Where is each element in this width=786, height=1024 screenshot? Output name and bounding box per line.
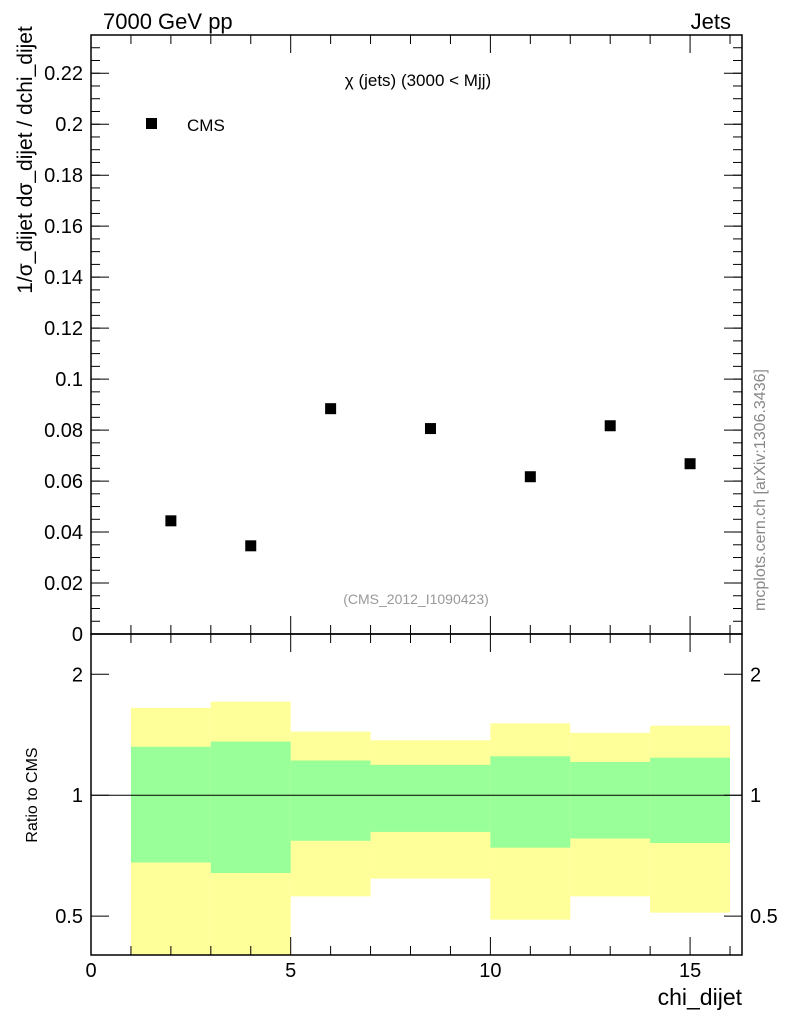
ratio-y-tick-label: 1 [72,785,83,807]
data-point [524,471,536,483]
ratio-y-tick-label-right: 0.5 [750,906,778,928]
y-tick-label: 0.18 [44,165,83,187]
y-tick-label: 0.2 [55,114,83,136]
side-label: mcplots.cern.ch [arXiv:1306.3436] [752,369,769,611]
x-tick-label: 15 [679,960,701,982]
data-point [165,515,177,527]
energy-label: 7000 GeV pp [103,9,233,34]
ratio-y-label: Ratio to CMS [24,747,41,842]
y-tick-label: 0.06 [44,471,83,493]
x-tick-label: 5 [285,960,296,982]
green-band-bin [490,756,571,848]
data-point [325,403,337,415]
y-tick-label: 0.16 [44,216,83,238]
ratio-y-tick-label-right: 1 [750,785,761,807]
ratio-y-tick-label: 0.5 [55,906,83,928]
green-band-bin [370,764,491,832]
ratio-y-tick-label-right: 2 [750,664,761,686]
ratio-y-tick-label: 2 [72,664,83,686]
green-band-bin [290,760,371,841]
legend-label: CMS [187,116,225,135]
y-tick-label: 0.14 [44,267,83,289]
green-band-bin [130,746,211,863]
y-tick-label: 0 [72,624,83,646]
y-axis-label: 1/σ_dijet dσ_dijet / dchi_dijet [14,26,37,294]
data-point [424,423,436,435]
data-point [604,420,616,432]
x-tick-label: 0 [85,960,96,982]
data-point [684,458,696,470]
chart-title: χ (jets) (3000 < Mjj) [345,71,491,90]
green-band-bin [570,761,651,839]
y-tick-label: 0.1 [55,369,83,391]
y-tick-label: 0.04 [44,522,83,544]
data-point [245,540,257,552]
y-tick-label: 0.12 [44,318,83,340]
y-tick-label: 0.08 [44,420,83,442]
process-label: Jets [691,9,731,34]
y-tick-label: 0.02 [44,573,83,595]
x-axis-label: chi_dijet [658,984,743,1010]
analysis-label: (CMS_2012_I1090423) [343,591,489,607]
y-tick-label: 0.22 [44,63,83,85]
green-band-bin [650,757,731,844]
ratio-frame [90,633,743,956]
green-band-bin [210,741,291,874]
x-tick-label: 10 [479,960,501,982]
legend-marker [146,118,157,129]
